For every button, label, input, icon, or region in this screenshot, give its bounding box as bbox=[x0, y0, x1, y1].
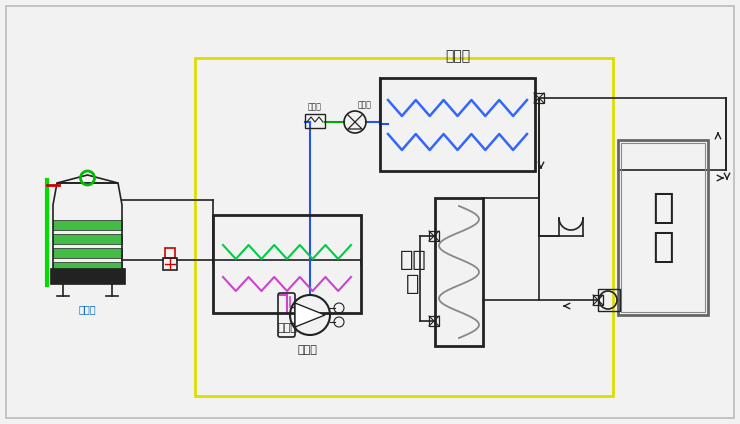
Bar bbox=[621, 143, 705, 312]
Bar bbox=[534, 93, 544, 103]
Bar bbox=[305, 114, 325, 128]
Bar bbox=[53, 248, 122, 258]
Bar bbox=[429, 231, 439, 241]
Text: 蒸发器: 蒸发器 bbox=[445, 49, 470, 63]
Bar bbox=[593, 295, 603, 305]
Text: 加热
器: 加热 器 bbox=[400, 251, 426, 293]
Bar bbox=[429, 316, 439, 326]
Text: 冷凝器: 冷凝器 bbox=[277, 323, 297, 333]
Bar bbox=[53, 220, 122, 230]
Text: 过滤器: 过滤器 bbox=[308, 102, 322, 111]
Bar bbox=[213, 215, 361, 313]
Bar bbox=[53, 234, 122, 244]
Text: 膨胀阀: 膨胀阀 bbox=[358, 100, 372, 109]
Bar bbox=[165, 248, 175, 258]
Bar bbox=[598, 289, 620, 311]
Bar bbox=[53, 262, 122, 272]
Bar bbox=[50, 268, 125, 284]
Text: 介
质: 介 质 bbox=[652, 191, 674, 264]
Text: 压缩机: 压缩机 bbox=[297, 345, 317, 355]
Bar bbox=[163, 258, 177, 270]
Polygon shape bbox=[295, 303, 325, 327]
Text: 冷却塔: 冷却塔 bbox=[78, 304, 96, 314]
Bar bbox=[435, 198, 483, 346]
Bar bbox=[380, 78, 535, 171]
Bar bbox=[195, 58, 613, 396]
Bar bbox=[618, 140, 708, 315]
